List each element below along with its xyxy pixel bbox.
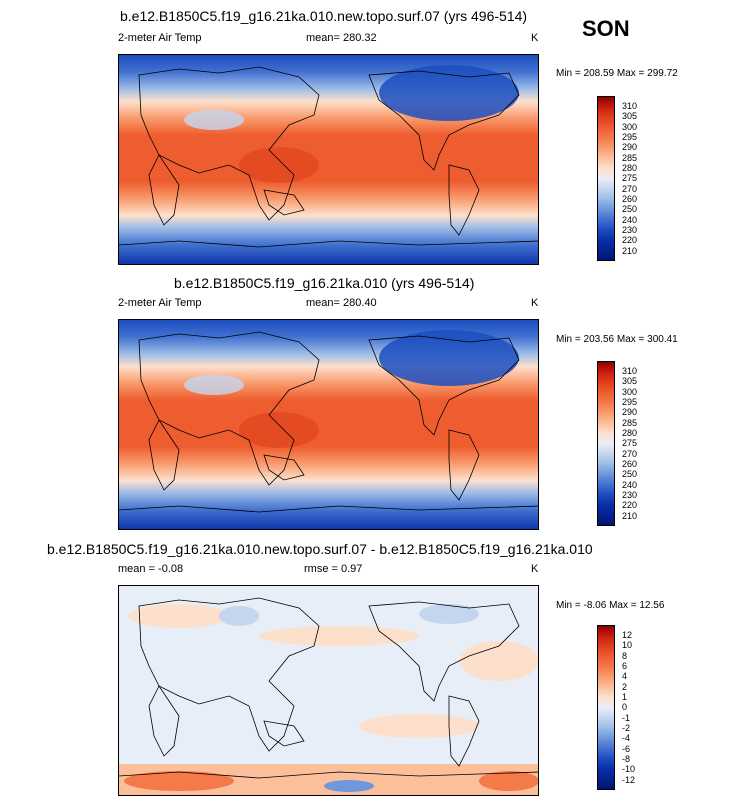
colorbar-tick: 12 [622, 630, 633, 640]
colorbar-tick: 2 [622, 682, 628, 692]
panel-1-minmax: Min = 208.59 Max = 299.72 [556, 68, 678, 79]
colorbar-tick: 230 [622, 490, 638, 500]
panel-2-colorbar-fill [597, 361, 615, 526]
panel-1-colorbar-fill [597, 96, 615, 261]
colorbar-tick: 8 [622, 651, 628, 661]
colorbar-tick: -10 [622, 764, 636, 774]
colorbar-tick: 10 [622, 640, 633, 650]
panel-1-unit-label: K [531, 32, 539, 44]
panel-2-temperature-field [119, 320, 538, 529]
colorbar-tick: 270 [622, 449, 638, 459]
colorbar-tick: -1 [622, 713, 631, 723]
colorbar-tick: -6 [622, 744, 631, 754]
colorbar-tick: 295 [622, 397, 638, 407]
panel-2-colorbar: 310 305 300 295 290 285 280 275 270 260 … [597, 361, 637, 526]
colorbar-tick: 280 [622, 163, 638, 173]
colorbar-tick: -4 [622, 733, 631, 743]
panel-3-unit-label: K [531, 563, 539, 575]
colorbar-tick: 240 [622, 215, 638, 225]
colorbar-tick: 210 [622, 511, 638, 521]
panel-2-mean-label: mean= 280.40 [306, 297, 377, 309]
colorbar-tick: 275 [622, 173, 638, 183]
colorbar-tick: 310 [622, 366, 638, 376]
panel-3-colorbar: 12 10 8 6 4 2 1 0 -1 -2 -4 -6 -8 -10 -12 [597, 625, 635, 790]
panel-2-variable-label: 2-meter Air Temp [118, 297, 202, 309]
panel-3-map [118, 585, 539, 796]
colorbar-tick: 220 [622, 235, 638, 245]
colorbar-tick: 260 [622, 194, 638, 204]
colorbar-tick: 6 [622, 661, 628, 671]
panel-2-unit-label: K [531, 297, 539, 309]
colorbar-tick: 285 [622, 153, 638, 163]
panel-2-title: b.e12.B1850C5.f19_g16.21ka.010 (yrs 496-… [174, 275, 475, 291]
colorbar-tick: 290 [622, 407, 638, 417]
colorbar-tick: 300 [622, 387, 638, 397]
colorbar-tick: 230 [622, 225, 638, 235]
panel-3-rmse-label: rmse = 0.97 [304, 563, 363, 575]
panel-3-title: b.e12.B1850C5.f19_g16.21ka.010.new.topo.… [47, 541, 593, 557]
panel-1-temperature-field [119, 55, 538, 264]
season-label: SON [582, 16, 630, 41]
panel-1-mean-label: mean= 280.32 [306, 32, 377, 44]
panel-1-title: b.e12.B1850C5.f19_g16.21ka.010.new.topo.… [120, 8, 528, 24]
colorbar-tick: 1 [622, 692, 628, 702]
panel-3-mean-label: mean = -0.08 [118, 563, 184, 575]
panel-1-map [118, 54, 539, 265]
colorbar-tick: 310 [622, 101, 638, 111]
panel-2-map [118, 319, 539, 530]
panel-3-difference-field [119, 586, 538, 795]
panel-1-colorbar: 310 305 300 295 290 285 280 275 270 260 … [597, 96, 637, 261]
panel-2-minmax: Min = 203.56 Max = 300.41 [556, 334, 678, 345]
colorbar-tick: -2 [622, 723, 631, 733]
colorbar-tick: 220 [622, 500, 638, 510]
colorbar-tick: 210 [622, 246, 638, 256]
colorbar-tick: 305 [622, 376, 638, 386]
colorbar-tick: 260 [622, 459, 638, 469]
colorbar-tick: 295 [622, 132, 638, 142]
panel-3-colorbar-fill [597, 625, 615, 790]
colorbar-tick: 305 [622, 111, 638, 121]
colorbar-tick: -8 [622, 754, 631, 764]
colorbar-tick: 250 [622, 469, 638, 479]
colorbar-tick: 0 [622, 702, 628, 712]
colorbar-tick: 250 [622, 204, 638, 214]
colorbar-tick: 270 [622, 184, 638, 194]
colorbar-tick: 280 [622, 428, 638, 438]
panel-1-variable-label: 2-meter Air Temp [118, 32, 202, 44]
colorbar-tick: 290 [622, 142, 638, 152]
colorbar-tick: 240 [622, 480, 638, 490]
colorbar-tick: 300 [622, 122, 638, 132]
colorbar-tick: -12 [622, 775, 636, 785]
panel-3-minmax: Min = -8.06 Max = 12.56 [556, 600, 665, 611]
colorbar-tick: 4 [622, 671, 628, 681]
colorbar-tick: 285 [622, 418, 638, 428]
colorbar-tick: 275 [622, 438, 638, 448]
